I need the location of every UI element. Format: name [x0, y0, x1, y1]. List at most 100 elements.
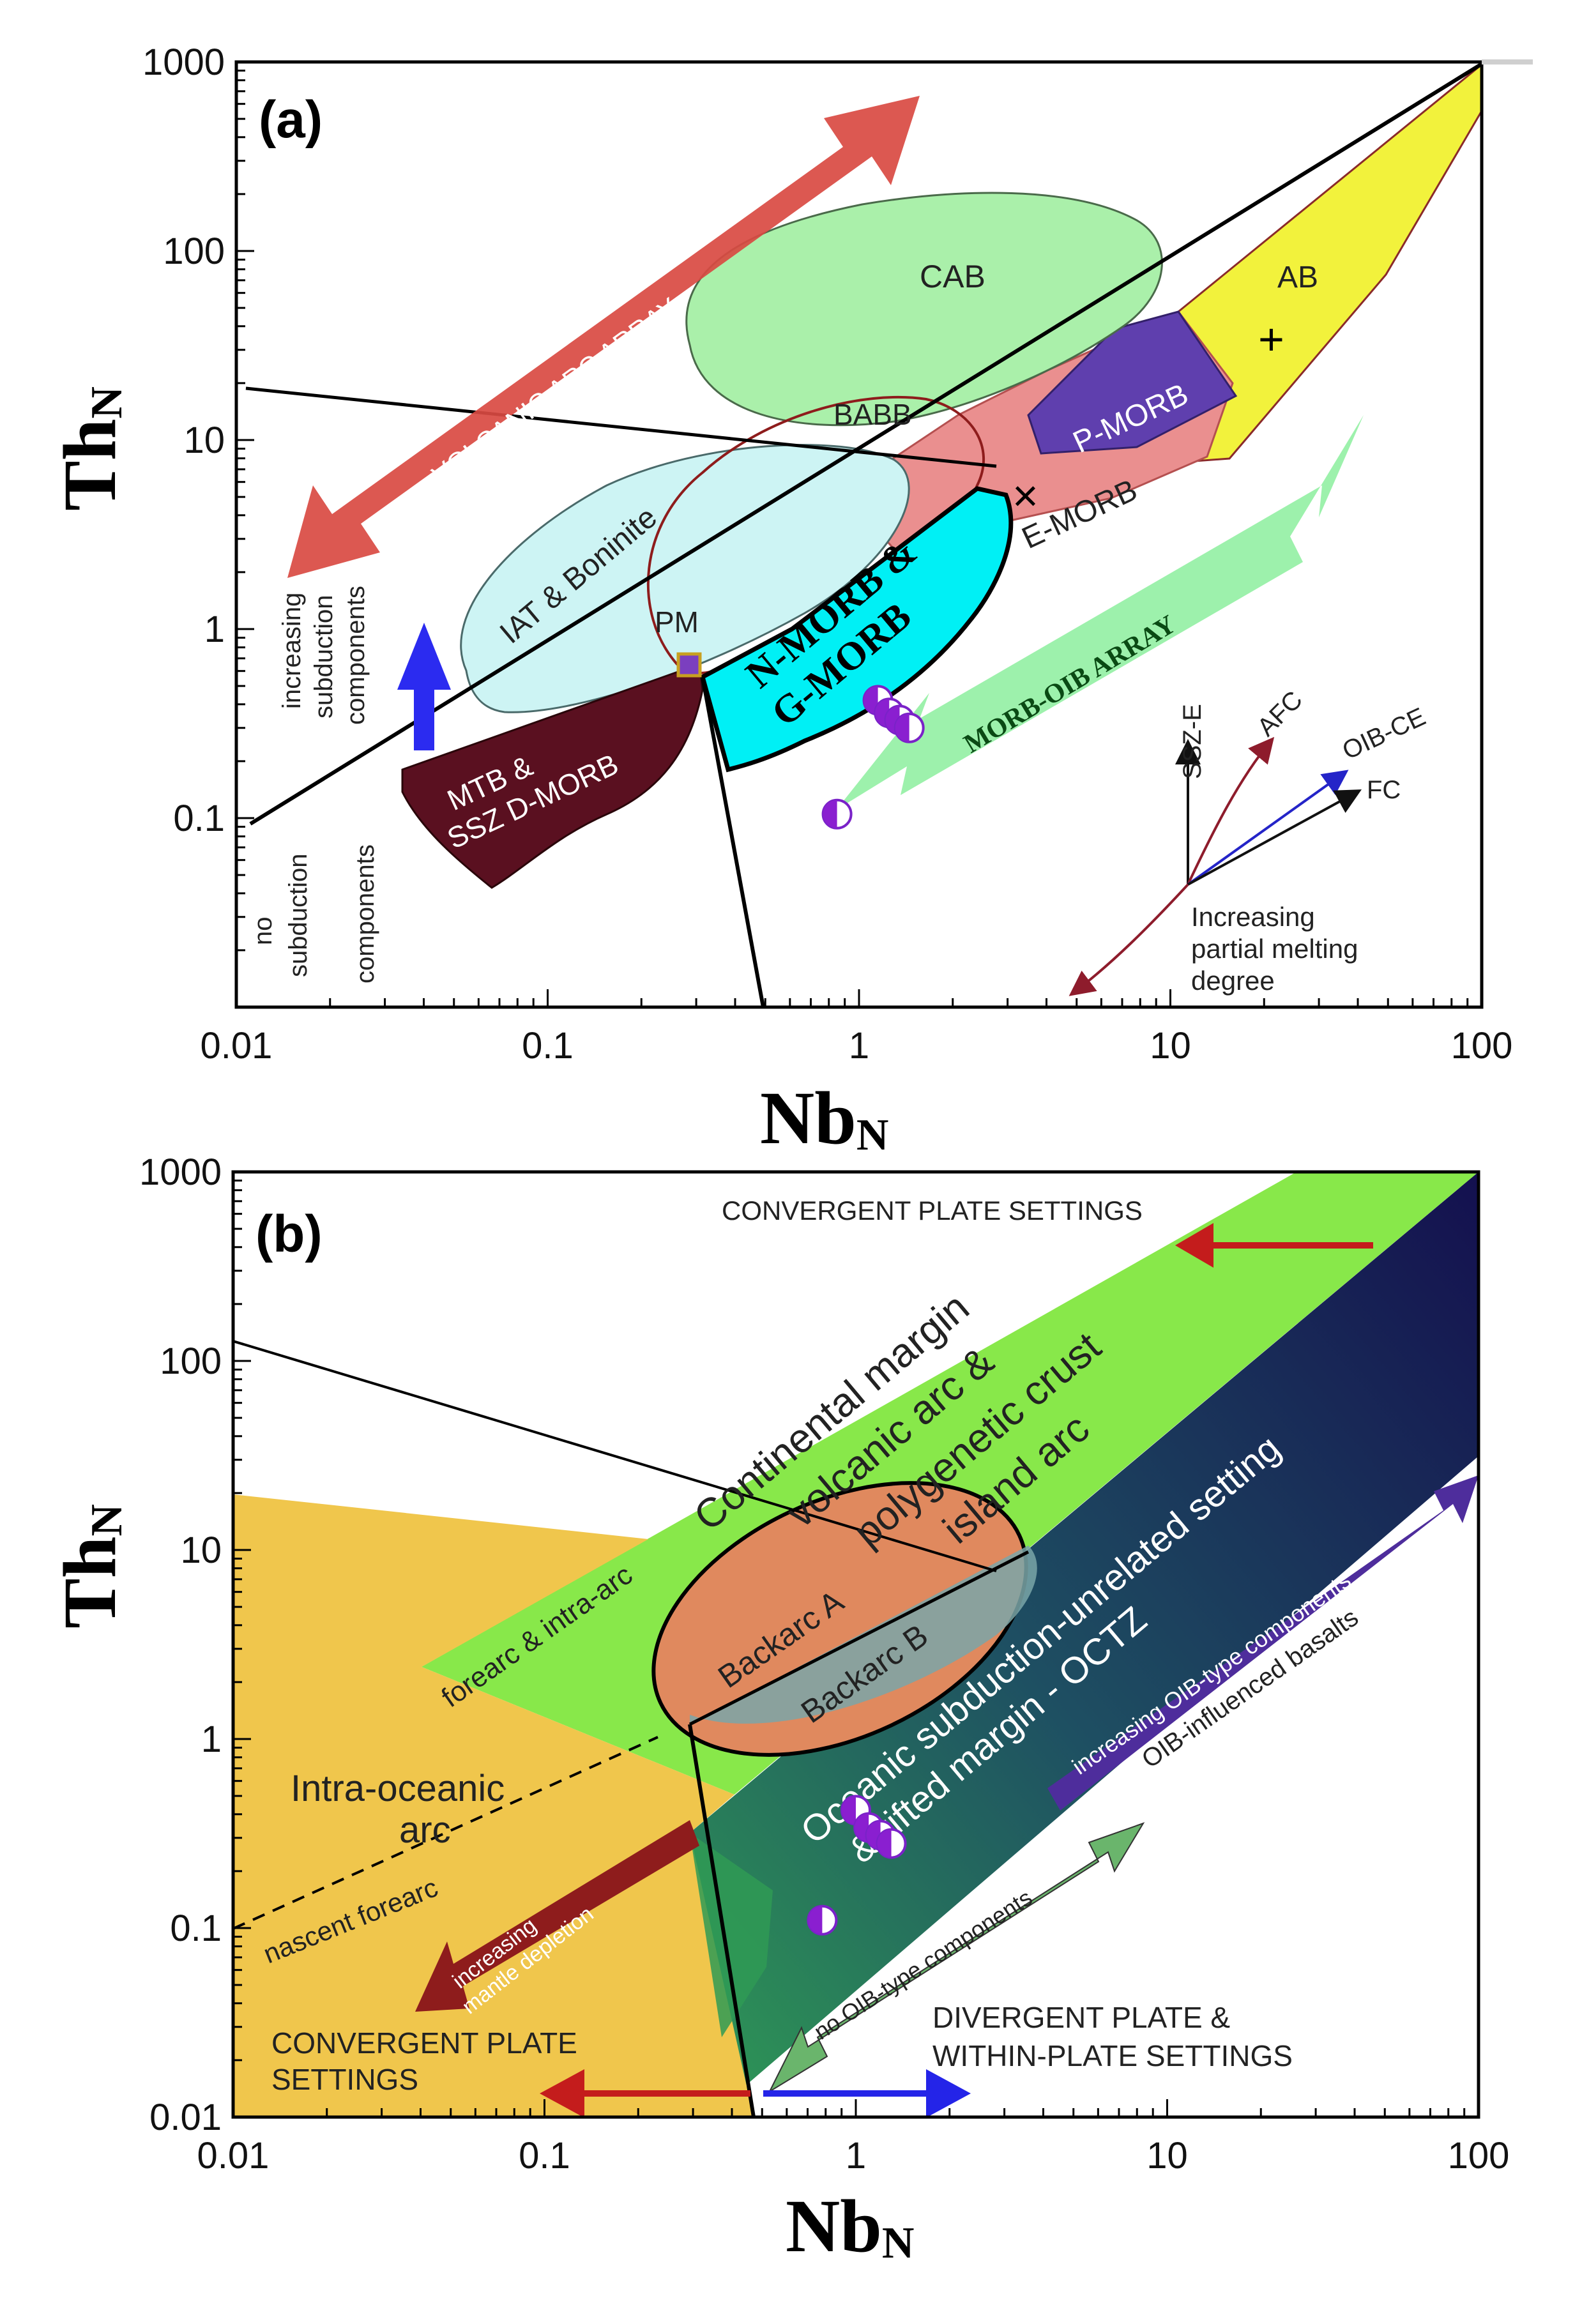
label-cab: CAB: [920, 259, 985, 294]
divergent-arrow-head: [926, 2069, 971, 2117]
backarc-boundary: [688, 1550, 1030, 1726]
b-vertical-divide-line: [688, 1724, 756, 2117]
increasing-oib-arrow: [1047, 1475, 1479, 1811]
panel-a-ylabel-sub: N: [82, 386, 132, 419]
morb-oib-line: [249, 62, 1482, 826]
label-conv-top: CONVERGENT PLATE SETTINGS: [722, 1196, 1143, 1226]
label-intra-2: arc: [399, 1809, 451, 1851]
melting-vector: [1069, 883, 1189, 996]
oibce-vector: [1187, 770, 1349, 886]
label-melt-1: Increasing: [1191, 902, 1315, 932]
b-subduction-divide-line: [233, 1340, 997, 1572]
x-tick-label-a: 1: [849, 1025, 869, 1067]
x-tick-label-a: 10: [1150, 1025, 1191, 1067]
panel-b-points: [807, 1795, 907, 1936]
x-tick-label-b: 1: [846, 2135, 866, 2176]
convergent-field: [233, 1539, 754, 2117]
panel-b-ylabel-main: Th: [48, 1537, 132, 1629]
label-inc-sub-3: components: [342, 586, 370, 725]
label-inc-sub-2: subduction: [310, 595, 338, 718]
oceanic-lower-wedge: [690, 1833, 773, 2037]
volcanic-arc-arrow: [287, 96, 920, 578]
label-conv-bot-2: SETTINGS: [271, 2063, 418, 2096]
panel-a-label: (a): [259, 91, 323, 149]
y-tick-label-b: 0.1: [170, 1908, 222, 1949]
x-tick-label-b: 10: [1146, 2135, 1188, 2176]
panel-a-points: [821, 685, 925, 830]
mantle-depletion-arrow: [415, 1820, 699, 2012]
no-oib-arrow: [768, 1822, 1145, 2093]
dashed-forearc-line: [233, 1736, 658, 1930]
label-intra-1: Intra-oceanic: [291, 1768, 505, 1809]
iat-field: [460, 444, 910, 713]
oceanic-field: [690, 1172, 1479, 2117]
label-conv-bot-1: CONVERGENT PLATE: [271, 2026, 577, 2060]
data-point-b: [807, 1904, 838, 1936]
y-tick-label-a: 0.1: [173, 798, 225, 839]
data-point-a: [821, 798, 853, 830]
emorb-plus-marker: ×: [1012, 471, 1038, 520]
ab-plus-marker: +: [1258, 314, 1284, 364]
y-tick-label-a: 1000: [142, 42, 225, 83]
y-tick-label-b: 100: [160, 1340, 222, 1382]
morb-oib-arrow: [824, 415, 1364, 817]
vertical-divide-line: [701, 676, 765, 1007]
fc-vector: [1187, 789, 1362, 886]
data-point-a: [894, 712, 925, 743]
label-babb: BABB: [833, 398, 912, 431]
y-tick-label-a: 100: [163, 231, 225, 272]
label-ssze: SSZ-E: [1178, 704, 1206, 779]
panel-a-xlabel-sub: N: [856, 1111, 889, 1160]
y-tick-label-b: 1: [201, 1719, 222, 1760]
data-point-b: [876, 1828, 907, 1859]
y-tick-label-b: 0.01: [149, 2097, 222, 2138]
label-melt-2: partial melting: [1191, 934, 1358, 964]
x-tick-label-a: 0.1: [522, 1025, 574, 1067]
convergent-bottom-arrow-head: [540, 2069, 584, 2117]
data-point-fill: [808, 1906, 823, 1934]
y-tick-label-b: 10: [180, 1530, 222, 1571]
data-point-fill: [823, 800, 837, 828]
subduction-divide-line: [245, 386, 997, 468]
label-inc-sub-1: increasing: [278, 593, 306, 709]
data-point-fill: [895, 713, 909, 742]
panel-b-ticks: 0.01 0.1 1 10 100 1000 100 10 1 0.1 0.01: [139, 1151, 1509, 2176]
convergent-field-upper: [233, 1494, 648, 1667]
x-tick-label-a: 100: [1451, 1025, 1513, 1067]
x-tick-label-b: 0.01: [197, 2135, 270, 2176]
label-no-sub-2: subduction: [284, 854, 312, 977]
convergent-top-arrow-head: [1175, 1223, 1213, 1268]
panel-b-xlabel: NbN: [786, 2184, 914, 2268]
panel-a-ylabel-main: Th: [48, 419, 132, 511]
x-tick-label-b: 100: [1448, 2135, 1510, 2176]
panel-a-ticks: 0.01 0.1 1 10 100 1000 100 10 1 0.1: [142, 42, 1512, 1067]
data-point-fill: [842, 1796, 856, 1825]
label-fc: FC: [1367, 776, 1401, 804]
panel-b-ylabel-sub: N: [82, 1504, 132, 1537]
panel-b-xlabel-sub: N: [882, 2219, 915, 2268]
label-div-1: DIVERGENT PLATE &: [932, 2001, 1230, 2034]
panel-b-label: (b): [255, 1205, 323, 1263]
afc-vector: [1187, 736, 1275, 885]
mtb-field: [401, 662, 704, 889]
y-tick-label-a: 10: [183, 420, 225, 461]
increasing-subduction-arrow: [397, 623, 451, 750]
label-no-sub-1: no: [249, 917, 277, 946]
x-tick-label-b: 0.1: [519, 2135, 570, 2176]
nmorb-field: [699, 486, 1014, 773]
pm-marker: [676, 652, 702, 678]
panel-a: + × CAB AB BABB P-MORB E-MORB IAT & Boni…: [48, 42, 1533, 1160]
label-pm: PM: [655, 605, 699, 639]
panel-b-ylabel: ThN: [48, 1504, 132, 1629]
panel-a-xlabel: NbN: [760, 1076, 888, 1160]
label-ab: AB: [1277, 261, 1318, 294]
label-no-sub-3: components: [351, 844, 379, 984]
panel-a-ylabel: ThN: [48, 386, 132, 511]
panel-a-xlabel-main: Nb: [760, 1076, 856, 1160]
label-div-2: WITHIN-PLATE SETTINGS: [932, 2039, 1293, 2072]
panel-b-xlabel-main: Nb: [786, 2184, 882, 2268]
data-point-fill: [877, 1829, 892, 1858]
label-melt-3: degree: [1191, 966, 1275, 996]
x-tick-label-a: 0.01: [201, 1025, 273, 1067]
